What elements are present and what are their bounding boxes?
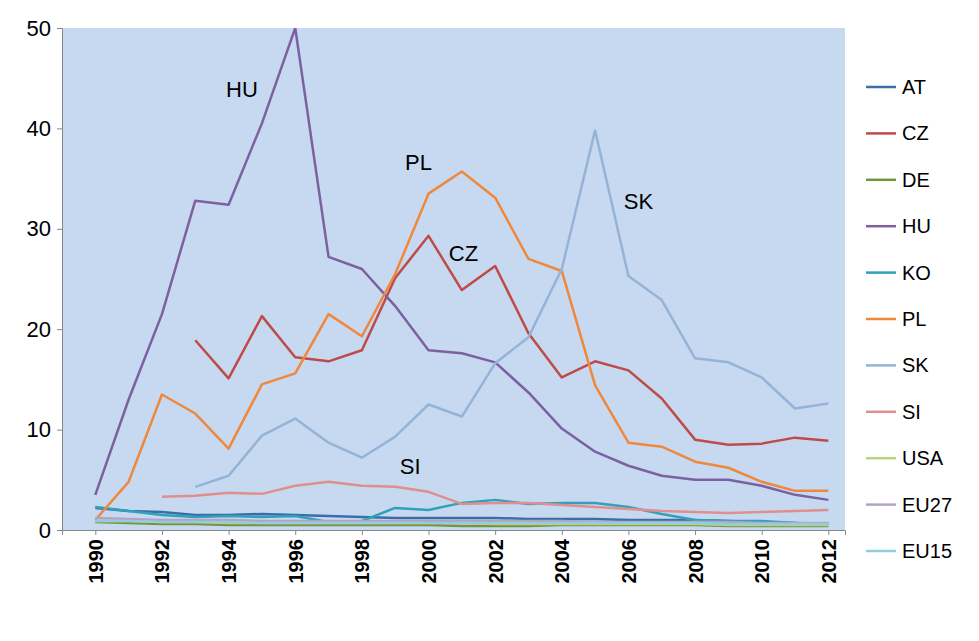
legend-label: DE: [902, 169, 930, 191]
x-tick-label: 1996: [285, 539, 307, 584]
x-tick-mark: [429, 530, 430, 535]
x-tick-mark: [362, 530, 363, 535]
legend: AT CZ DE HU KO PL SK SI USA EU27 EU15: [866, 76, 952, 562]
x-tick: 1998: [351, 530, 373, 584]
legend-swatch: [866, 550, 896, 553]
y-tick-mark: [57, 430, 62, 431]
x-tick: 2012: [818, 530, 840, 584]
y-tick-mark: [57, 229, 62, 230]
legend-swatch: [866, 271, 896, 274]
legend-label: SI: [902, 401, 921, 423]
annotation: HU: [226, 77, 258, 102]
annotation: CZ: [449, 241, 478, 266]
annotation: PL: [405, 150, 432, 175]
legend-label: PL: [902, 308, 926, 330]
series-line: [195, 130, 828, 486]
legend-swatch: [866, 86, 896, 89]
x-tick-mark: [628, 530, 629, 535]
x-tick: 1990: [85, 530, 107, 584]
x-tick-mark: [295, 530, 296, 535]
x-tick-label: 1992: [151, 539, 173, 584]
series-line: [195, 236, 828, 445]
annotation: SK: [624, 189, 654, 214]
y-axis: 0 10 20 30 40 50: [27, 16, 63, 543]
x-tick: 2010: [751, 530, 773, 584]
y-tick-label: 10: [27, 417, 51, 442]
legend-label: USA: [902, 447, 944, 469]
x-tick-mark: [695, 530, 696, 535]
lines: [95, 28, 828, 526]
x-tick-label: 1994: [218, 538, 240, 583]
y-tick-mark: [57, 530, 62, 531]
x-tick-mark: [762, 530, 763, 535]
legend-swatch: [866, 225, 896, 228]
x-tick-mark: [495, 530, 496, 535]
y-tick: 20: [27, 317, 62, 342]
legend-swatch: [866, 318, 896, 321]
annotation: SI: [400, 454, 421, 479]
x-tick-label: 2012: [818, 539, 840, 584]
legend-label: SK: [902, 354, 929, 376]
y-tick: 50: [27, 16, 62, 41]
y-tick-label: 50: [27, 16, 51, 41]
y-tick: 40: [27, 116, 62, 141]
x-tick: 1994: [218, 530, 240, 584]
y-tick: 0: [39, 518, 62, 543]
legend-label: EU27: [902, 494, 952, 516]
legend-swatch: [866, 179, 896, 182]
x-tick-label: 2010: [751, 539, 773, 584]
x-tick-label: 2008: [685, 539, 707, 584]
x-tick: 2000: [418, 530, 440, 584]
y-tick-mark: [57, 28, 62, 29]
legend-swatch: [866, 457, 896, 460]
legend-swatch: [866, 411, 896, 414]
series-line: [95, 172, 828, 520]
x-tick: 2008: [685, 530, 707, 584]
y-tick: 10: [27, 417, 62, 442]
x-tick: 2004: [551, 530, 573, 584]
series-line: [162, 482, 828, 513]
legend-label: CZ: [902, 122, 929, 144]
y-tick-mark: [57, 329, 62, 330]
chart: 0 10 20 30 40 50 1990 1992 1994 1996 1998 2000 2002 2…: [0, 0, 979, 641]
annotations: HU PL CZ SK SI: [226, 77, 653, 479]
x-tick-label: 1990: [85, 539, 107, 584]
y-axis-line: [57, 29, 63, 531]
x-tick-mark: [562, 530, 563, 535]
y-tick-label: 30: [27, 216, 51, 241]
series-line: [95, 521, 828, 524]
x-tick: 2002: [485, 530, 507, 584]
legend-label: AT: [902, 76, 926, 98]
legend-swatch: [866, 132, 896, 135]
x-tick-label: 2000: [418, 539, 440, 584]
legend-label: KO: [902, 262, 931, 284]
x-tick-mark: [229, 530, 230, 535]
plot-background: [62, 28, 845, 530]
x-tick: 2006: [618, 530, 640, 584]
y-tick-label: 20: [27, 317, 51, 342]
x-axis-line: [63, 531, 846, 536]
x-axis: 1990 1992 1994 1996 1998 2000 2002 2004 2006 2008…: [63, 530, 846, 584]
x-tick-label: 2006: [618, 539, 640, 584]
x-tick-mark: [162, 530, 163, 535]
y-tick: 30: [27, 216, 62, 241]
x-tick-label: 1998: [351, 539, 373, 584]
x-tick-mark: [828, 530, 829, 535]
x-tick: 1992: [151, 530, 173, 584]
x-tick-label: 2002: [485, 539, 507, 584]
x-tick-mark: [95, 530, 96, 535]
y-tick-label: 0: [39, 518, 51, 543]
series-line: [95, 28, 828, 500]
y-tick-label: 40: [27, 116, 51, 141]
x-tick-label: 2004: [551, 538, 573, 583]
legend-label: HU: [902, 215, 931, 237]
legend-label: EU15: [902, 540, 952, 562]
legend-swatch: [866, 364, 896, 367]
y-tick-mark: [57, 128, 62, 129]
legend-swatch: [866, 503, 896, 506]
x-tick: 1996: [285, 530, 307, 584]
